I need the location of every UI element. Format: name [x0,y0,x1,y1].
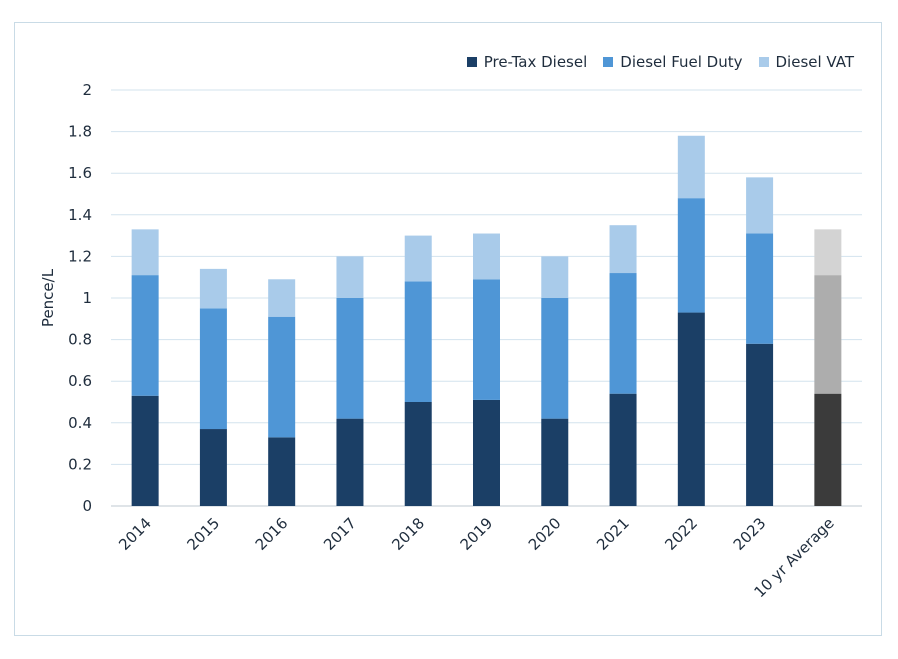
y-tick-label: 1.8 [68,123,92,141]
bar-segment-diesel-fuel-duty [814,275,842,394]
bar-segment-diesel-fuel-duty [541,298,569,419]
legend-item-fuel-duty: Diesel Fuel Duty [603,53,743,71]
bar-segment-diesel-fuel-duty [199,308,227,430]
bar-segment-diesel-fuel-duty [404,281,432,402]
y-axis-title: Pence/L [39,268,57,327]
x-tick-label: 2023 [730,514,770,554]
bar-segment-pre-tax-diesel [609,393,637,506]
y-tick-label: 1 [82,289,92,307]
x-tick-label: 2016 [252,514,292,554]
bar-segment-diesel-fuel-duty [473,279,500,400]
bar-segment-diesel-fuel-duty [336,298,364,419]
legend-label-vat: Diesel VAT [775,53,855,71]
bar-segment-diesel-vat [609,225,637,274]
bar-segment-diesel-vat [336,256,364,298]
bar-segment-diesel-vat [199,268,227,309]
legend-label-fuel-duty: Diesel Fuel Duty [620,53,743,71]
bar-segment-pre-tax-diesel [131,395,159,506]
legend-swatch-fuel-duty [603,57,614,67]
y-tick-label: 0.2 [68,455,92,473]
y-tick-label: 1.4 [68,206,92,224]
x-tick-label: 2014 [115,514,155,554]
legend: Pre-Tax Diesel Diesel Fuel Duty Diesel V… [466,52,855,72]
x-tick-label: 2019 [457,514,497,554]
bar-segment-diesel-fuel-duty [609,273,637,394]
x-tick-label: 2015 [184,514,224,554]
x-tick-label: 2021 [593,514,633,554]
legend-swatch-pre-tax [466,57,477,67]
bar-segment-diesel-vat [473,233,500,280]
legend-swatch-vat [758,57,769,67]
bar-segment-pre-tax-diesel [541,418,569,506]
bar-segment-pre-tax-diesel [404,402,432,506]
bar-segment-diesel-vat [131,229,159,276]
x-tick-label: 2018 [388,514,428,554]
x-tick-label: 2017 [320,514,360,554]
bar-segment-diesel-vat [746,177,774,234]
bar-segment-diesel-vat [268,279,296,317]
bar-segment-diesel-fuel-duty [268,316,296,438]
legend-label-pre-tax: Pre-Tax Diesel [483,53,588,71]
bar-segment-pre-tax-diesel [814,393,842,506]
bar-segment-diesel-vat [814,229,842,276]
y-tick-label: 0.8 [68,331,92,349]
bar-segment-diesel-vat [404,235,432,282]
bar-segment-pre-tax-diesel [268,437,296,506]
legend-item-vat: Diesel VAT [758,53,855,71]
y-tick-label: 0.4 [68,414,92,432]
bar-segment-pre-tax-diesel [746,343,774,506]
bar-segment-pre-tax-diesel [473,399,500,506]
x-axis-ticks: 2014 2015 2016 2017 2018 2019 2020 2021 2022 2023… [115,514,837,601]
y-axis-ticks: 0 0.2 0.4 0.6 0.8 1 1.2 1.4 1.6 1.8 2 [68,81,92,515]
bar-segment-pre-tax-diesel [677,312,705,506]
bars [131,135,842,506]
bar-segment-diesel-vat [541,256,569,298]
legend-item-pre-tax: Pre-Tax Diesel [466,53,588,71]
x-tick-label: 2022 [661,514,701,554]
x-tick-label: 2020 [525,514,565,554]
bar-segment-diesel-fuel-duty [677,198,705,313]
y-tick-label: 0.6 [68,372,92,390]
bar-segment-diesel-vat [677,135,705,199]
bar-segment-diesel-fuel-duty [746,233,774,344]
y-tick-label: 2 [82,81,92,99]
bar-segment-pre-tax-diesel [199,429,227,506]
y-tick-label: 0 [82,497,92,515]
y-tick-label: 1.2 [68,247,92,265]
bar-segment-diesel-fuel-duty [131,275,159,396]
bar-segment-pre-tax-diesel [336,418,364,506]
chart-frame [14,22,882,636]
y-tick-label: 1.6 [68,164,92,182]
